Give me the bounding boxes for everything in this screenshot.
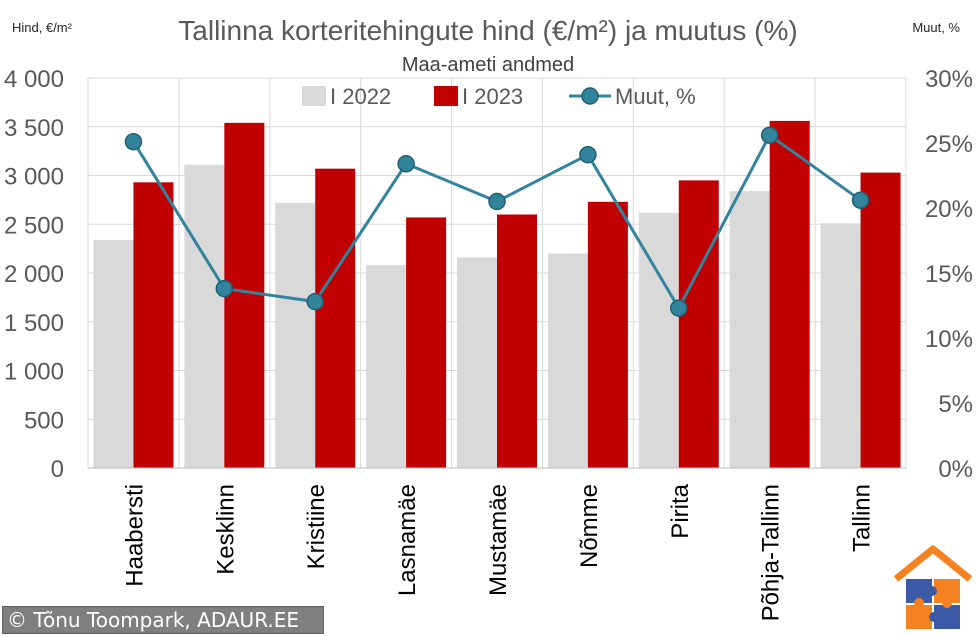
y2-tick-label: 30% [925,66,973,93]
legend-swatch-marker [581,87,599,105]
bar-i2023 [315,168,356,469]
bar-i2022 [638,212,679,468]
y-axis-label: Hind, €/m² [12,20,73,35]
legend-swatch [302,86,326,106]
bar-i2023 [224,122,265,468]
point-muut [397,155,415,173]
y-tick-label: 3 000 [4,164,64,191]
y-tick-label: 2 000 [4,261,64,288]
chart-title: Tallinna korteritehingute hind (€/m²) ja… [178,15,797,46]
y-tick-label: 0 [51,456,64,483]
y-tick-label: 1 000 [4,359,64,386]
x-tick-label: Lasnamäe [394,484,421,596]
y-tick-label: 1 500 [4,310,64,337]
y2-tick-label: 15% [925,261,973,288]
bar-i2023 [587,201,628,468]
x-tick-label: Haabersti [121,484,148,587]
point-muut [579,145,597,164]
point-muut [851,191,870,209]
point-muut [215,279,234,298]
house-puzzle-logo [893,545,973,629]
bar-i2022 [729,191,770,468]
y2-tick-label: 5% [938,391,973,418]
point-muut [670,299,688,317]
x-tick-label: Pirita [667,483,694,538]
y2-tick-label: 25% [925,131,973,158]
x-tick-label: Tallinn [849,484,876,552]
bar-i2023 [678,180,719,468]
bar-i2022 [547,253,588,468]
bar-i2022 [457,257,497,468]
bar-i2022 [93,239,134,468]
y-tick-label: 3 500 [4,115,64,142]
bar-i2023 [860,172,901,468]
x-tick-label: Põhja-Tallinn [758,484,785,621]
legend-swatch [434,86,458,106]
point-muut [488,192,506,211]
bar-i2022 [366,265,407,468]
y2-tick-label: 0% [938,456,973,483]
bar-i2022 [275,202,316,469]
bar-i2023 [406,217,447,468]
bar-i2023 [769,120,810,469]
bar-i2023 [133,182,174,468]
bar-i2022 [184,164,225,468]
x-tick-label: Kesklinn [212,484,239,575]
y2-tick-label: 10% [925,326,973,353]
y2-axis-label: Muut, % [912,20,960,35]
y2-tick-label: 20% [925,196,973,223]
point-muut [306,292,324,311]
x-tick-label: Nõmme [576,484,603,568]
bar-i2023 [497,214,537,468]
x-tick-label: Kristiine [303,484,330,569]
x-tick-label: Mustamäe [485,484,512,596]
credit-label: © Tõnu Toompark, ADAUR.EE [2,606,324,634]
legend-label: Muut, % [615,84,696,109]
y-tick-label: 500 [24,407,64,434]
point-muut [760,126,779,144]
y-tick-label: 2 500 [4,212,64,239]
legend-label: I 2023 [462,84,523,109]
bar-i2022 [820,223,861,468]
point-muut [124,132,143,151]
legend-label: I 2022 [330,84,391,109]
y-tick-label: 4 000 [4,66,64,93]
chart-subtitle: Maa-ameti andmed [402,54,574,76]
